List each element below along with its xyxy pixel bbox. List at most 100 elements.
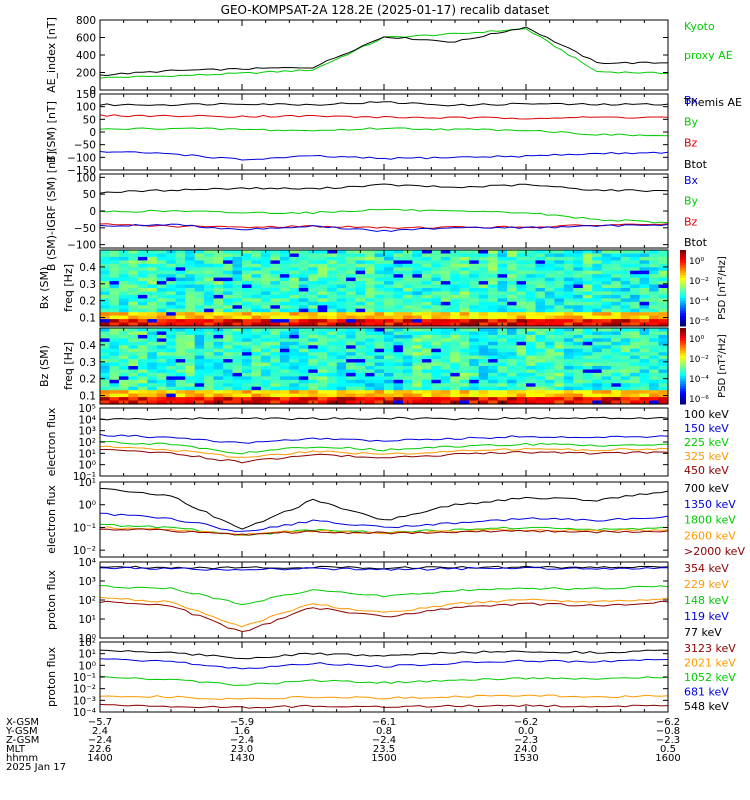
spectrogram-cell (100, 328, 111, 333)
y-axis-label: B (SM)-IGRF (SM) [nT] (45, 151, 58, 271)
spectrogram-cell (270, 397, 281, 402)
spectrogram-cell (346, 331, 357, 336)
spectrogram-cell (573, 397, 584, 402)
spectrogram-cell (156, 291, 167, 296)
y-tick-label: 200 (76, 68, 96, 80)
spectrogram-cell (128, 315, 139, 320)
spectrogram-cell (242, 260, 253, 265)
spectrogram-cell (260, 277, 271, 282)
spectrogram-cell (308, 274, 319, 279)
spectrogram-cell (185, 341, 196, 346)
spectrogram-cell (563, 334, 574, 339)
spectrogram-cell (175, 298, 186, 303)
spectrogram-cell (194, 291, 205, 296)
spectrogram-cell (327, 267, 338, 272)
spectrogram-cell (469, 260, 480, 265)
spectrogram-cell (242, 312, 253, 317)
spectrogram-cell (573, 331, 584, 336)
spectrogram-cell (639, 284, 650, 289)
spectrogram-cell (308, 281, 319, 286)
spectrogram-cell (374, 376, 385, 381)
spectrogram-cell (374, 397, 385, 402)
spectrogram-cell (431, 372, 442, 377)
spectrogram-cell (582, 312, 593, 317)
y-tick-label: 400 (76, 50, 96, 62)
spectrogram-cell (440, 372, 451, 377)
spectrogram-cell (639, 383, 650, 388)
spectrogram-cell (242, 256, 253, 261)
spectrogram-cell (535, 393, 546, 398)
spectrogram-cell (137, 372, 148, 377)
spectrogram-cell (118, 386, 129, 391)
spectrogram-cell (421, 348, 432, 353)
spectrogram-cell (355, 294, 366, 299)
spectrogram-cell (109, 386, 120, 391)
spectrogram-cell (582, 291, 593, 296)
spectrogram-cell (573, 352, 584, 357)
spectrogram-cell (658, 383, 669, 388)
spectrogram-cell (128, 341, 139, 346)
spectrogram-cell (469, 331, 480, 336)
spectrogram-cell (298, 334, 309, 339)
spectrogram-cell (346, 256, 357, 261)
spectrogram-cell (393, 338, 404, 343)
spectrogram-cell (393, 376, 404, 381)
spectrogram-cell (544, 341, 555, 346)
colorbar-swatch (680, 293, 686, 297)
spectrogram-cell (317, 281, 328, 286)
spectrogram-cell (298, 355, 309, 360)
spectrogram-cell (204, 348, 215, 353)
spectrogram-cell (563, 308, 574, 313)
spectrogram-cell (137, 379, 148, 384)
spectrogram-cell (137, 390, 148, 395)
series-line-elec1-2 (100, 441, 668, 455)
spectrogram-cell (516, 366, 527, 371)
spectrogram-cell (336, 390, 347, 395)
spectrogram-cell (185, 315, 196, 320)
y-tick-label: 0.1 (79, 391, 96, 403)
spectrogram-cell (507, 400, 518, 405)
spectrogram-cell (563, 267, 574, 272)
spectrogram-cell (469, 352, 480, 357)
spectrogram-cell (365, 322, 376, 327)
spectrogram-cell (440, 397, 451, 402)
spectrogram-cell (374, 315, 385, 320)
spectrogram-cell (639, 338, 650, 343)
spectrogram-cell (118, 393, 129, 398)
spectrogram-cell (242, 301, 253, 306)
spectrogram-cell (497, 379, 508, 384)
spectrogram-cell (175, 267, 186, 272)
spectrogram-cell (459, 369, 470, 374)
spectrogram-cell (601, 312, 612, 317)
spectrogram-cell (535, 390, 546, 395)
spectrogram-cell (582, 400, 593, 405)
spectrogram-cell (279, 256, 290, 261)
colorbar-label: PSD [nT²/Hz] (717, 334, 728, 398)
spectrogram-cell (147, 334, 158, 339)
spectrogram-cell (175, 274, 186, 279)
spectrogram-cell (279, 390, 290, 395)
spectrogram-cell (563, 366, 574, 371)
spectrogram-cell (450, 256, 461, 261)
spectrogram-cell (393, 305, 404, 310)
spectrogram-cell (592, 359, 603, 364)
spectrogram-cell (611, 253, 622, 258)
spectrogram-cell (270, 315, 281, 320)
spectrogram-cell (611, 352, 622, 357)
spectrogram-cell (497, 284, 508, 289)
spectrogram-cell (346, 319, 357, 324)
spectrogram-cell (620, 274, 631, 279)
spectrogram-cell (544, 312, 555, 317)
spectrogram-cell (327, 383, 338, 388)
spectrogram-cell (327, 400, 338, 405)
y-tick-label: 10⁻¹ (73, 471, 96, 483)
spectrogram-cell (317, 260, 328, 265)
spectrogram-cell (516, 260, 527, 265)
spectrogram-cell (611, 260, 622, 265)
spectrogram-cell (402, 284, 413, 289)
spectrogram-cell (194, 366, 205, 371)
spectrogram-cell (488, 338, 499, 343)
legend-entry: Bz (684, 137, 698, 150)
spectrogram-cell (185, 383, 196, 388)
spectrogram-cell (374, 260, 385, 265)
